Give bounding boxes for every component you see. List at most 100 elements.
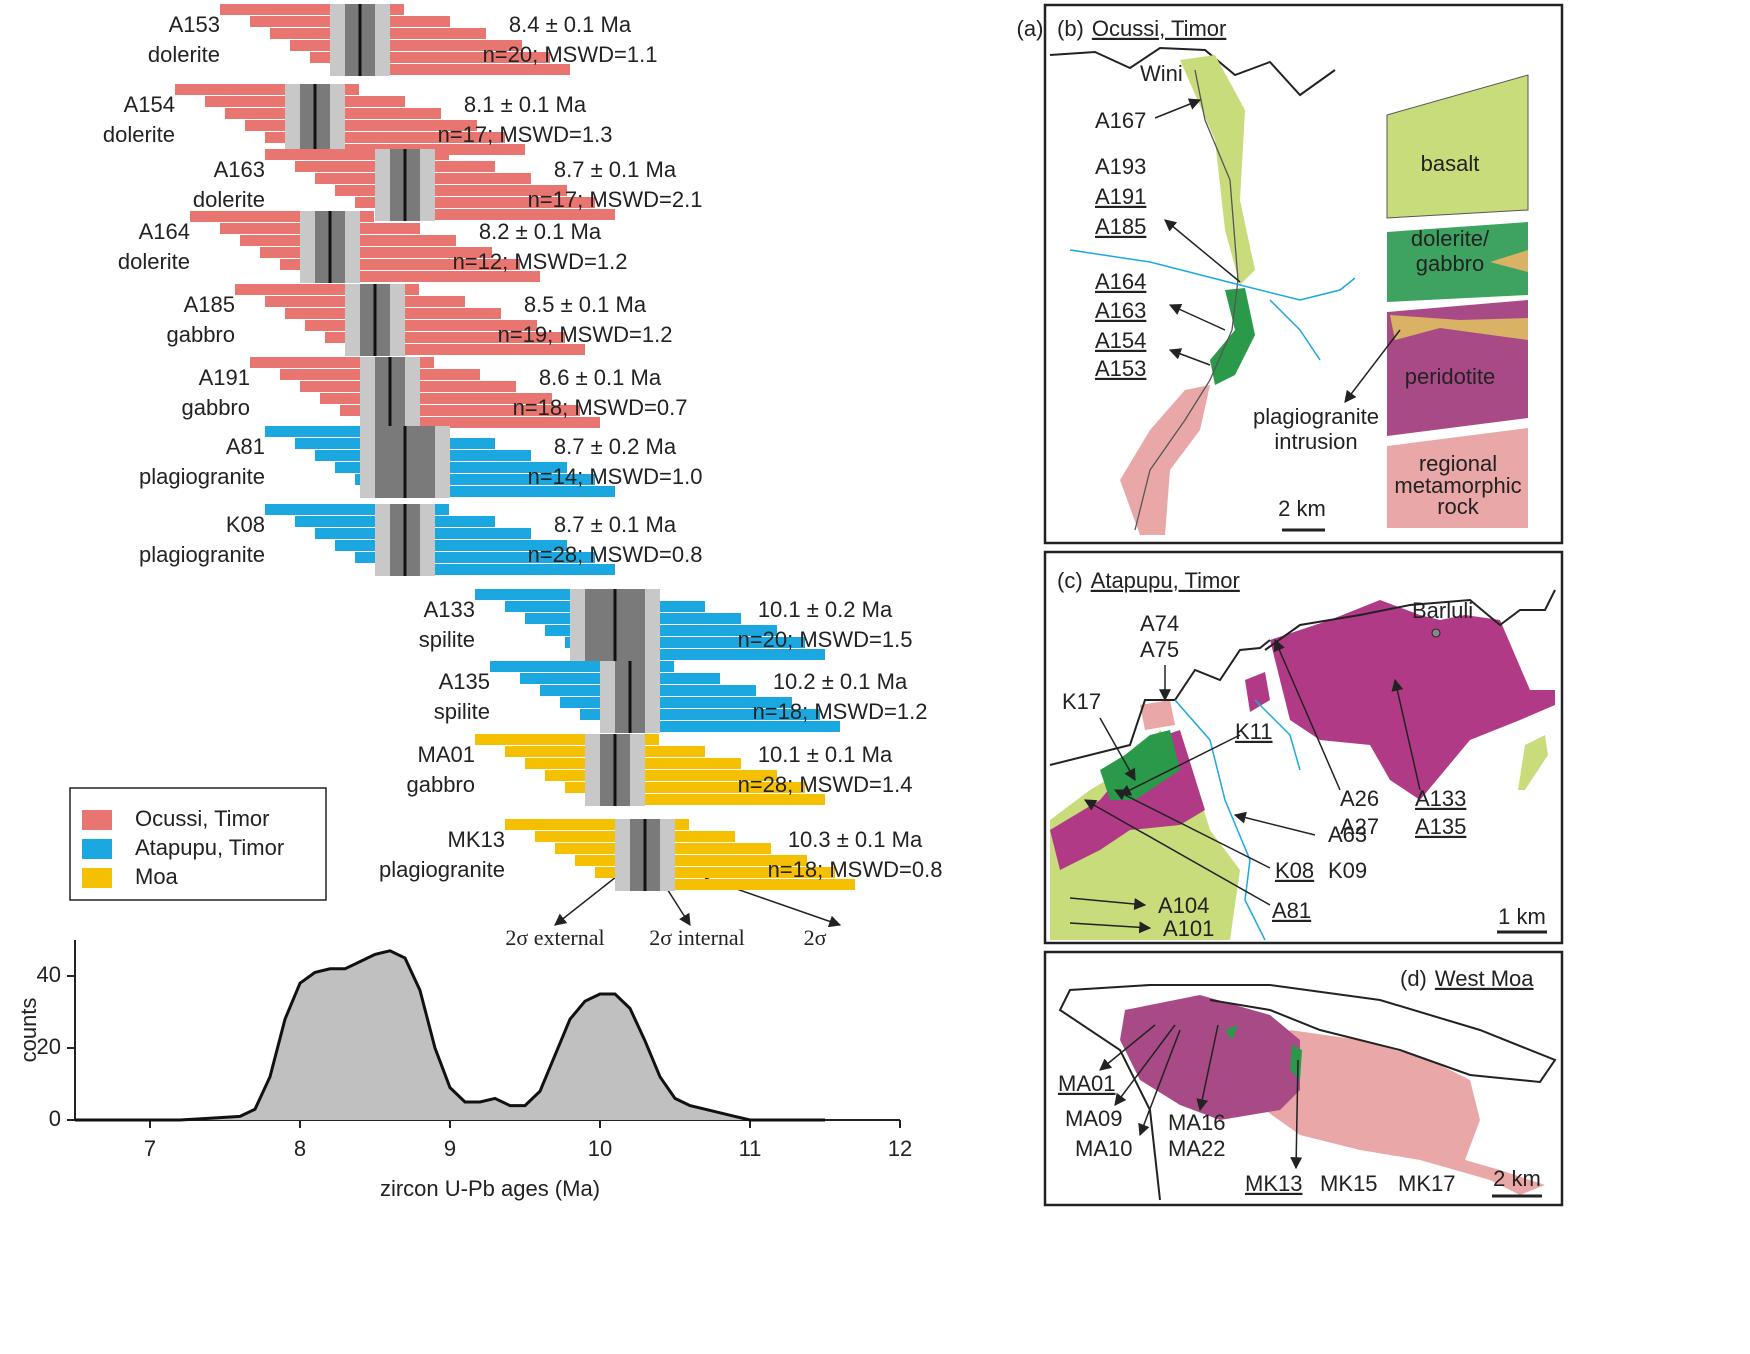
legend-label: Atapupu, Timor (135, 835, 284, 860)
arrow (1344, 329, 1401, 403)
sample-name: A185 (184, 292, 235, 317)
age-label: 10.2 ± 0.1 Ma (773, 669, 908, 694)
rock-type: gabbro (181, 395, 250, 420)
grain-envelope (565, 637, 805, 648)
arrow (1164, 219, 1241, 283)
x-tick-label: 10 (588, 1136, 612, 1161)
arrow (1154, 98, 1202, 119)
grain-envelope (375, 209, 615, 220)
column-dolerite (1387, 222, 1528, 302)
map-label: 2 km (1278, 496, 1326, 521)
map-d (1043, 950, 1564, 1207)
grain-envelope (375, 564, 615, 575)
density-area (75, 950, 825, 1120)
arrow (1391, 678, 1421, 791)
map-title: Atapupu, Timor (1091, 568, 1240, 593)
arrow (1099, 1024, 1156, 1071)
dolerite-unit (1225, 1025, 1302, 1080)
map-label: A27 (1340, 814, 1379, 839)
map-tag: (d) (1400, 966, 1427, 991)
age-label: 8.7 ± 0.2 Ma (554, 434, 677, 459)
age-label: 10.1 ± 0.1 Ma (758, 742, 893, 767)
stats-label: n=18; MSWD=0.8 (768, 857, 943, 882)
sample-name: A154 (124, 92, 175, 117)
stats-label: n=20; MSWD=1.5 (738, 627, 913, 652)
basalt-unit (1180, 55, 1255, 285)
map-label: MA10 (1075, 1136, 1132, 1161)
age-label: 8.5 ± 0.1 Ma (524, 292, 647, 317)
grain-envelope (505, 819, 689, 830)
sample-name: A153 (169, 12, 220, 37)
map-frame (1043, 3, 1564, 545)
grain-envelope (265, 132, 505, 143)
y-tick-label: 20 (37, 1034, 61, 1059)
sample-name: A163 (214, 157, 265, 182)
grain-envelope (325, 332, 565, 343)
map-label: A81 (1272, 898, 1311, 923)
rock-type: plagiogranite (139, 542, 265, 567)
stats-label: n=28; MSWD=1.4 (738, 772, 913, 797)
y-axis-label: counts (16, 998, 41, 1063)
map-label: A153 (1095, 356, 1146, 381)
grain-envelope (585, 794, 825, 805)
map-label: 1 km (1498, 904, 1546, 929)
grain-envelope (575, 855, 807, 866)
annotation: 2σ internal (649, 925, 745, 950)
sample-name: A191 (199, 365, 250, 390)
grain-envelope (175, 84, 359, 95)
basalt-unit (1518, 735, 1548, 790)
grain-envelope (280, 259, 520, 270)
map-title: Ocussi, Timor (1092, 16, 1226, 41)
sample-name: A135 (439, 669, 490, 694)
rock-type: spilite (434, 699, 490, 724)
peridotite-unit (1270, 600, 1555, 800)
river (1069, 249, 1356, 361)
map-label: A26 (1340, 786, 1379, 811)
arrow (1168, 304, 1226, 331)
map-frame (1043, 550, 1564, 945)
coastline (1049, 46, 1336, 97)
coastline (1049, 589, 1556, 766)
map-label: dolerite/ (1411, 226, 1490, 251)
legend-swatch (82, 839, 112, 859)
legend-label: Moa (135, 864, 179, 889)
age-label: 10.1 ± 0.2 Ma (758, 597, 893, 622)
map-label: K08 (1275, 858, 1314, 883)
map-label: MA01 (1058, 1071, 1115, 1096)
sample-name: A164 (139, 219, 190, 244)
map-c (1043, 550, 1564, 945)
map-label: K17 (1062, 689, 1101, 714)
map-label: metamorphic (1394, 473, 1521, 498)
grain-envelope (300, 271, 540, 282)
grain-envelope (310, 52, 550, 63)
map-label: A135 (1415, 814, 1466, 839)
arrow (1099, 717, 1136, 782)
map-label: A133 (1415, 786, 1466, 811)
legend-swatch (82, 810, 112, 830)
column-basalt (1386, 74, 1529, 219)
y-tick-label: 40 (37, 962, 61, 987)
stats-label: n=28; MSWD=0.8 (528, 542, 703, 567)
panel-label: (a) (1017, 16, 1044, 41)
map-label: A163 (1095, 298, 1146, 323)
arrow (1168, 348, 1211, 366)
map-label: A164 (1095, 269, 1146, 294)
grain-envelope (320, 393, 552, 404)
grain-envelope (560, 697, 792, 708)
grain-envelope (265, 426, 449, 437)
grain-envelope (265, 149, 449, 160)
map-tag: (b) (1057, 16, 1084, 41)
annotation: 2σ (804, 925, 827, 950)
grain-envelope (490, 661, 674, 672)
grain-envelope (600, 721, 840, 732)
arrow (1114, 1024, 1176, 1106)
x-tick-label: 12 (888, 1136, 912, 1161)
grain-envelope (475, 734, 659, 745)
grain-envelope (335, 540, 567, 551)
river (1174, 699, 1301, 941)
map-label: MA22 (1168, 1136, 1225, 1161)
stats-label: n=17; MSWD=2.1 (528, 187, 703, 212)
arrow (1273, 638, 1341, 791)
x-tick-label: 9 (444, 1136, 456, 1161)
